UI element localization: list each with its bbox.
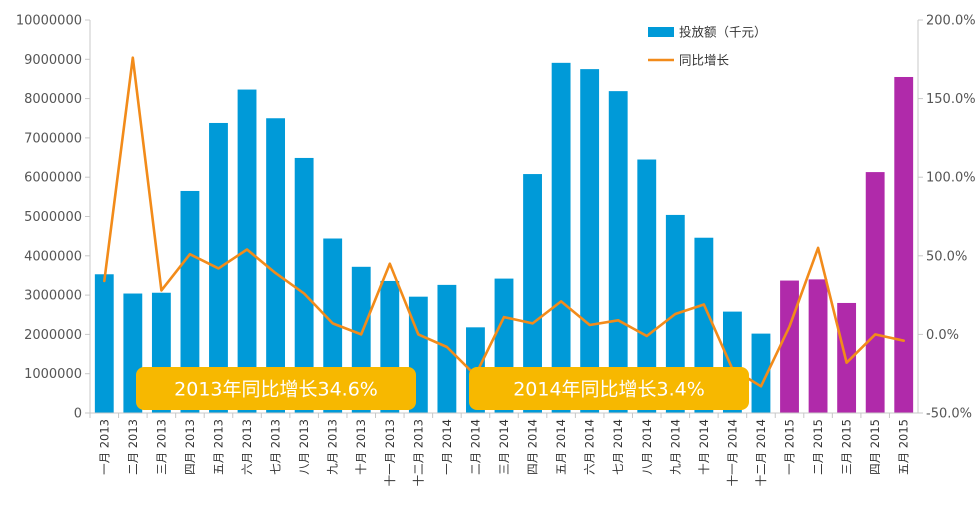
left-tick-label: 2000000 <box>24 328 82 343</box>
bar <box>237 89 257 413</box>
left-axis: 0 1000000 2000000 3000000 4000000 5000000 6000… <box>16 14 91 422</box>
bar <box>580 69 600 413</box>
left-tick-label: 6000000 <box>24 171 82 186</box>
x-tick-label: 四月 2013 <box>183 419 197 475</box>
x-tick-label: 五月 2014 <box>554 419 568 475</box>
callout-text: 2014年同比增长3.4% <box>513 379 705 401</box>
x-tick-label: 三月 2015 <box>840 419 854 475</box>
bar <box>180 190 200 413</box>
x-tick-label: 三月 2013 <box>154 419 168 475</box>
bar <box>523 174 542 413</box>
line-series <box>103 56 906 388</box>
x-tick-label: 一月 2014 <box>440 419 454 475</box>
x-tick-label: 一月 2013 <box>97 419 111 475</box>
bar <box>437 284 457 413</box>
right-tick-label: 100.0% <box>926 171 976 186</box>
x-tick-label: 十二月 2014 <box>754 419 768 486</box>
left-tick-label: 9000000 <box>24 53 82 68</box>
right-tick-label: -50.0% <box>926 407 972 422</box>
x-tick-label: 九月 2013 <box>326 419 340 475</box>
x-tick-label: 五月 2013 <box>211 419 225 475</box>
callout-box <box>136 367 416 410</box>
callouts: 2013年同比增长34.6% 2014年同比增长3.4% <box>136 367 749 410</box>
bar <box>551 62 571 413</box>
right-tick-label: 150.0% <box>926 92 976 107</box>
left-tick-label: 1000000 <box>24 367 82 382</box>
right-tick-label: 200.0% <box>926 14 976 29</box>
x-tick-label: 七月 2014 <box>611 419 625 475</box>
x-tick-label: 十一月 2013 <box>383 419 397 486</box>
right-tick-label: 50.0% <box>926 249 967 264</box>
bar <box>608 91 628 414</box>
legend-label: 同比增长 <box>679 53 730 68</box>
left-tick-label: 4000000 <box>24 249 82 264</box>
bar <box>751 333 771 413</box>
x-tick-label: 六月 2013 <box>240 419 254 475</box>
x-tick-label: 八月 2014 <box>640 419 654 475</box>
x-tick-label: 十二月 2013 <box>411 419 425 486</box>
bar-series <box>94 62 914 414</box>
x-tick-label: 六月 2014 <box>583 419 597 475</box>
x-tick-label: 三月 2014 <box>497 419 511 475</box>
left-tick-label: 3000000 <box>24 289 82 304</box>
right-axis: -50.0% 0.0% 50.0% 100.0% 150.0% 200.0% <box>917 14 976 422</box>
left-tick-label: 8000000 <box>24 92 82 107</box>
x-tick-label: 二月 2015 <box>811 419 825 475</box>
x-tick-label: 十月 2014 <box>697 419 711 475</box>
bar <box>894 76 914 414</box>
bar <box>780 280 799 413</box>
left-tick-label: 10000000 <box>16 14 82 29</box>
x-tick-label: 四月 2015 <box>868 419 882 475</box>
right-tick-label: 0.0% <box>926 328 959 343</box>
x-tick-label: 七月 2013 <box>269 419 283 475</box>
left-tick-label: 0 <box>74 407 82 422</box>
left-tick-label: 5000000 <box>24 210 82 225</box>
bar <box>808 279 828 413</box>
legend-swatch <box>648 27 674 37</box>
growth-line <box>103 56 906 388</box>
x-tick-label: 一月 2015 <box>783 419 797 475</box>
x-tick-label: 二月 2014 <box>468 419 482 475</box>
x-tick-label: 九月 2014 <box>668 419 682 475</box>
x-tick-label: 五月 2015 <box>897 419 911 475</box>
x-tick-label: 十月 2013 <box>354 419 368 475</box>
bar <box>294 157 314 413</box>
callout-text: 2013年同比增长34.6% <box>174 379 378 401</box>
bar <box>266 118 286 413</box>
bar <box>94 274 114 413</box>
legend: 投放额（千元） 同比增长 <box>648 25 767 68</box>
x-tick-label: 二月 2013 <box>126 419 140 475</box>
x-tick-label: 四月 2014 <box>526 419 540 475</box>
x-axis: 一月 2013 二月 2013 三月 2013 四月 2013 五月 2013 六月 20… <box>89 412 918 486</box>
left-tick-label: 7000000 <box>24 131 82 146</box>
x-tick-label: 十一月 2014 <box>725 419 739 486</box>
legend-label: 投放额（千元） <box>679 25 767 40</box>
bar <box>865 172 885 413</box>
bar <box>637 159 657 413</box>
x-tick-label: 八月 2013 <box>297 419 311 475</box>
callout-box <box>469 367 749 410</box>
